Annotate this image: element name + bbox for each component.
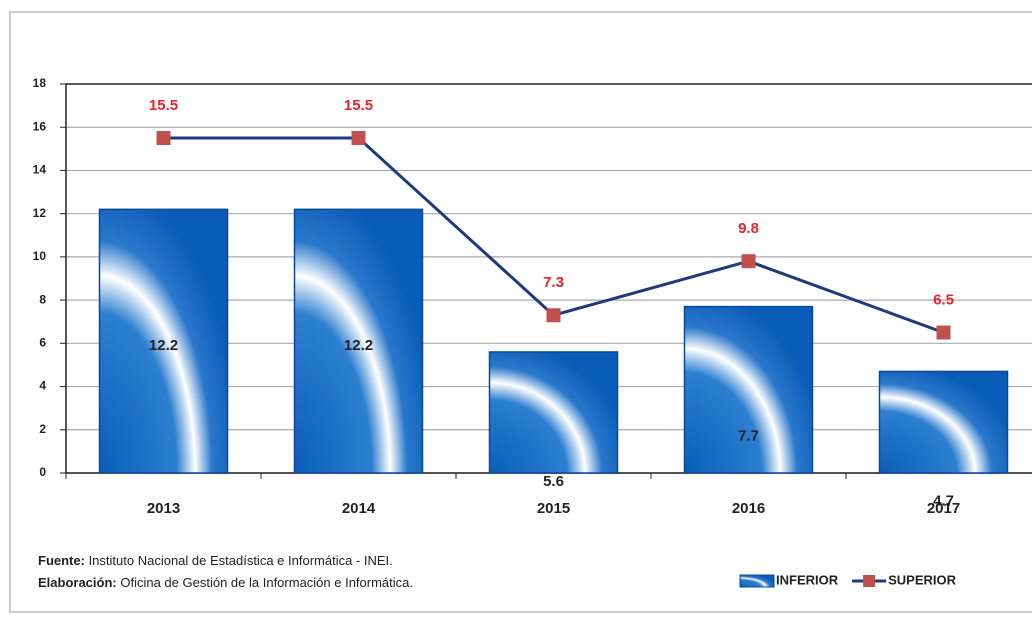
footnote-label: Elaboración: (38, 575, 117, 590)
line-value-label: 15.5 (149, 97, 178, 114)
marker (351, 131, 366, 146)
marker (936, 325, 951, 340)
footnote-text: Oficina de Gestión de la Información e I… (117, 575, 413, 590)
bar-value-label: 12.2 (344, 337, 373, 354)
bar (878, 370, 1009, 474)
y-tick-label: 18 (33, 76, 47, 90)
y-tick-label: 12 (33, 206, 47, 220)
y-tick-label: 2 (39, 422, 46, 436)
bar-value-label: 4.7 (933, 492, 954, 509)
line-value-label: 15.5 (344, 97, 373, 114)
y-tick-label: 14 (33, 163, 47, 177)
footnote: Fuente: Instituto Nacional de Estadístic… (38, 553, 393, 568)
y-tick-label: 6 (39, 336, 46, 350)
x-tick-label: 2015 (537, 500, 570, 517)
legend-label: INFERIOR (776, 572, 839, 587)
line (163, 136, 945, 334)
bar (488, 351, 619, 474)
y-tick-label: 0 (39, 465, 46, 479)
x-tick-label: 2013 (147, 500, 180, 517)
x-tick-label: 2016 (732, 500, 765, 517)
line-value-label: 7.3 (543, 274, 564, 291)
bar (98, 208, 229, 474)
line-value-label: 6.5 (933, 291, 954, 308)
marker (741, 254, 756, 269)
bar-value-label: 5.6 (543, 473, 564, 490)
marker (156, 131, 171, 146)
footnote-text: Instituto Nacional de Estadística e Info… (85, 553, 393, 568)
line-value-label: 9.8 (738, 220, 759, 237)
y-tick-label: 10 (33, 249, 47, 263)
y-tick-label: 16 (33, 119, 47, 133)
bar (683, 305, 814, 474)
legend-swatch (739, 574, 775, 588)
x-tick-label: 2017 (927, 500, 960, 517)
x-tick-label: 2014 (342, 500, 376, 517)
bar (293, 208, 424, 474)
y-tick-label: 8 (39, 292, 46, 306)
bar-value-label: 12.2 (149, 337, 178, 354)
footnote-label: Fuente: (38, 553, 85, 568)
plot: 0 2 4 6 8 10 12 14 16 18 2013 2014 2015 2016 2017 12.2 1… (33, 76, 1032, 590)
bar-value-label: 7.7 (738, 428, 759, 445)
frame (9, 11, 1032, 613)
y-tick-label: 4 (39, 379, 46, 393)
marker (546, 308, 561, 323)
legend-marker (863, 575, 876, 587)
footnote: Elaboración: Oficina de Gestión de la In… (38, 575, 413, 590)
legend-label: SUPERIOR (888, 572, 957, 587)
